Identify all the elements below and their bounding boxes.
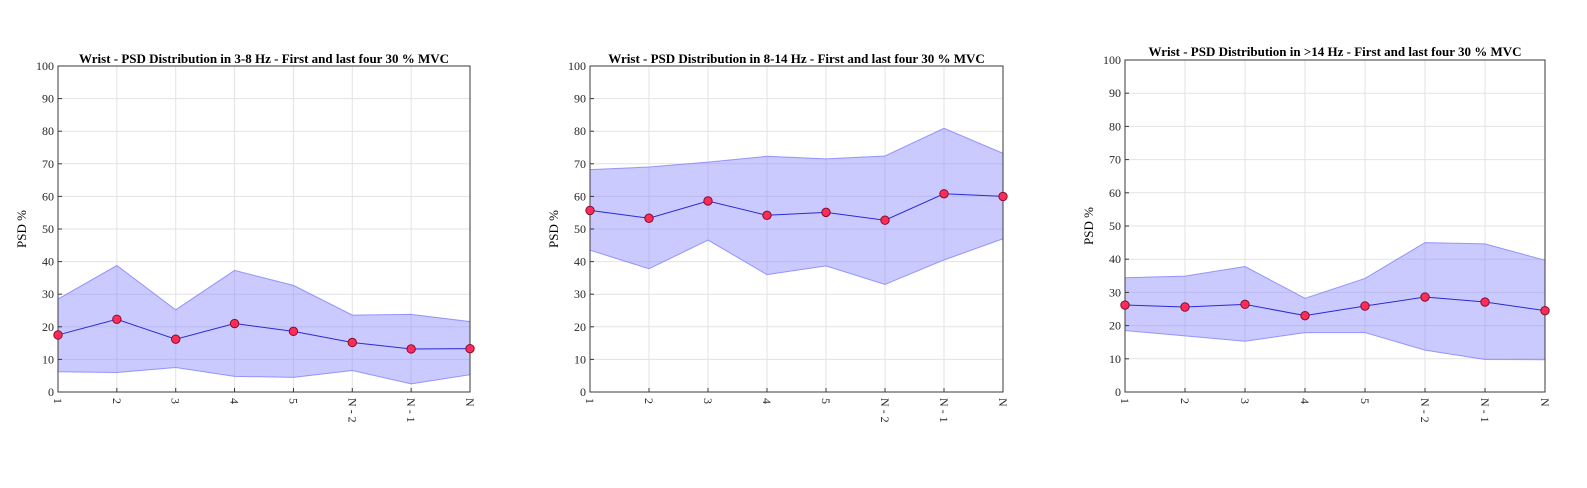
y-axis-label: PSD % [14, 210, 29, 248]
data-point [171, 334, 181, 344]
data-point [644, 213, 654, 223]
x-tick-label: 5 [819, 398, 833, 404]
y-tick-label: 90 [1109, 86, 1121, 100]
series-line [57, 318, 471, 350]
chart-title: Wrist - PSD Distribution in 8-14 Hz - Fi… [608, 51, 985, 66]
x-tick-label: 2 [642, 398, 656, 404]
y-tick-label: 0 [580, 385, 586, 399]
chart-title: Wrist - PSD Distribution in >14 Hz - Fir… [1148, 44, 1521, 59]
y-tick-label: 60 [42, 189, 54, 203]
data-point [1540, 305, 1550, 316]
data-point [1240, 299, 1250, 310]
y-tick-label: 50 [1109, 219, 1121, 233]
data-point [465, 343, 475, 354]
x-tick-label: N - 2 [1418, 398, 1432, 423]
range-band [589, 127, 1004, 285]
range-band [57, 264, 471, 385]
x-tick-label: 3 [701, 398, 715, 404]
y-tick-label: 0 [1115, 385, 1121, 399]
y-axis-label: PSD % [1081, 207, 1096, 245]
y-tick-label: 70 [574, 157, 586, 171]
y-tick-label: 100 [1103, 53, 1121, 67]
y-tick-label: 40 [574, 255, 586, 269]
data-point [998, 191, 1008, 202]
x-tick-label: 5 [286, 398, 300, 404]
chart-title: Wrist - PSD Distribution in 3-8 Hz - Fir… [79, 51, 449, 66]
data-point [1300, 310, 1310, 321]
chart-1: 0 10 20 30 40 50 60 70 80 90 100 1 2 3 4 5 N - 2 N - 1 N Wr… [14, 51, 477, 423]
data-point [1180, 302, 1190, 312]
x-tick-label: N - 1 [1478, 398, 1492, 423]
y-tick-label: 80 [1109, 119, 1121, 133]
x-tick-label: 4 [1298, 398, 1312, 404]
x-tick-label: 4 [228, 398, 242, 404]
y-tick-label: 10 [574, 352, 586, 366]
y-tick-label: 0 [48, 385, 54, 399]
y-tick-label: 80 [574, 124, 586, 138]
data-point [406, 344, 416, 354]
x-tick-label: 1 [51, 398, 65, 404]
data-point [1360, 301, 1370, 311]
data-point [1120, 300, 1130, 310]
y-tick-label: 90 [42, 92, 54, 106]
data-point [229, 318, 240, 329]
series-line [1124, 296, 1546, 317]
x-tick-label: N - 2 [345, 398, 359, 423]
y-tick-label: 100 [568, 59, 586, 73]
y-tick-label: 10 [42, 352, 54, 366]
y-tick-label: 40 [42, 255, 54, 269]
y-tick-label: 40 [1109, 252, 1121, 266]
x-tick-label: N [463, 398, 477, 407]
y-tick-label: 60 [574, 189, 586, 203]
y-tick-label: 20 [574, 320, 586, 334]
y-tick-label: 10 [1109, 352, 1121, 366]
x-tick-label: 1 [583, 398, 597, 404]
y-tick-label: 60 [1109, 186, 1121, 200]
data-point [703, 196, 713, 206]
data-point [53, 330, 63, 340]
data-point [585, 205, 595, 216]
y-tick-label: 100 [36, 59, 54, 73]
data-point [1420, 292, 1430, 302]
x-tick-label: N [1538, 398, 1552, 407]
data-point [112, 314, 122, 325]
y-tick-label: 90 [574, 92, 586, 106]
data-point [1480, 297, 1490, 307]
y-tick-label: 30 [1109, 285, 1121, 299]
y-tick-label: 50 [574, 222, 586, 236]
x-tick-label: 5 [1358, 398, 1372, 404]
y-tick-label: 50 [42, 222, 54, 236]
data-point [939, 189, 949, 199]
x-tick-label: 1 [1118, 398, 1132, 404]
x-tick-label: 4 [760, 398, 774, 404]
y-tick-label: 80 [42, 124, 54, 138]
chart-3: 0 10 20 30 40 50 60 70 80 90 100 1 2 3 4 5 N - 2 N - 1 N Wr… [1081, 44, 1552, 423]
x-tick-label: N - 1 [937, 398, 951, 423]
y-tick-label: 70 [42, 157, 54, 171]
x-tick-label: 2 [110, 398, 124, 404]
x-tick-label: 2 [1178, 398, 1192, 404]
data-point [288, 326, 299, 337]
x-tick-label: N - 1 [404, 398, 418, 423]
x-tick-label: 3 [1238, 398, 1252, 404]
y-axis-label: PSD % [546, 210, 561, 248]
x-tick-label: N [996, 398, 1010, 407]
chart-2: 0 10 20 30 40 50 60 70 80 90 100 1 2 3 4 5 N - 2 N - 1 N Wr… [546, 51, 1010, 423]
y-tick-label: 30 [42, 287, 54, 301]
x-tick-label: 3 [169, 398, 183, 404]
y-tick-label: 20 [42, 320, 54, 334]
y-tick-label: 30 [574, 287, 586, 301]
series-line [589, 193, 1004, 221]
data-point [880, 215, 890, 225]
x-tick-label: N - 2 [878, 398, 892, 423]
data-point [762, 210, 772, 221]
y-tick-label: 70 [1109, 153, 1121, 167]
data-point [347, 337, 357, 348]
data-point [821, 207, 831, 218]
y-tick-label: 20 [1109, 319, 1121, 333]
